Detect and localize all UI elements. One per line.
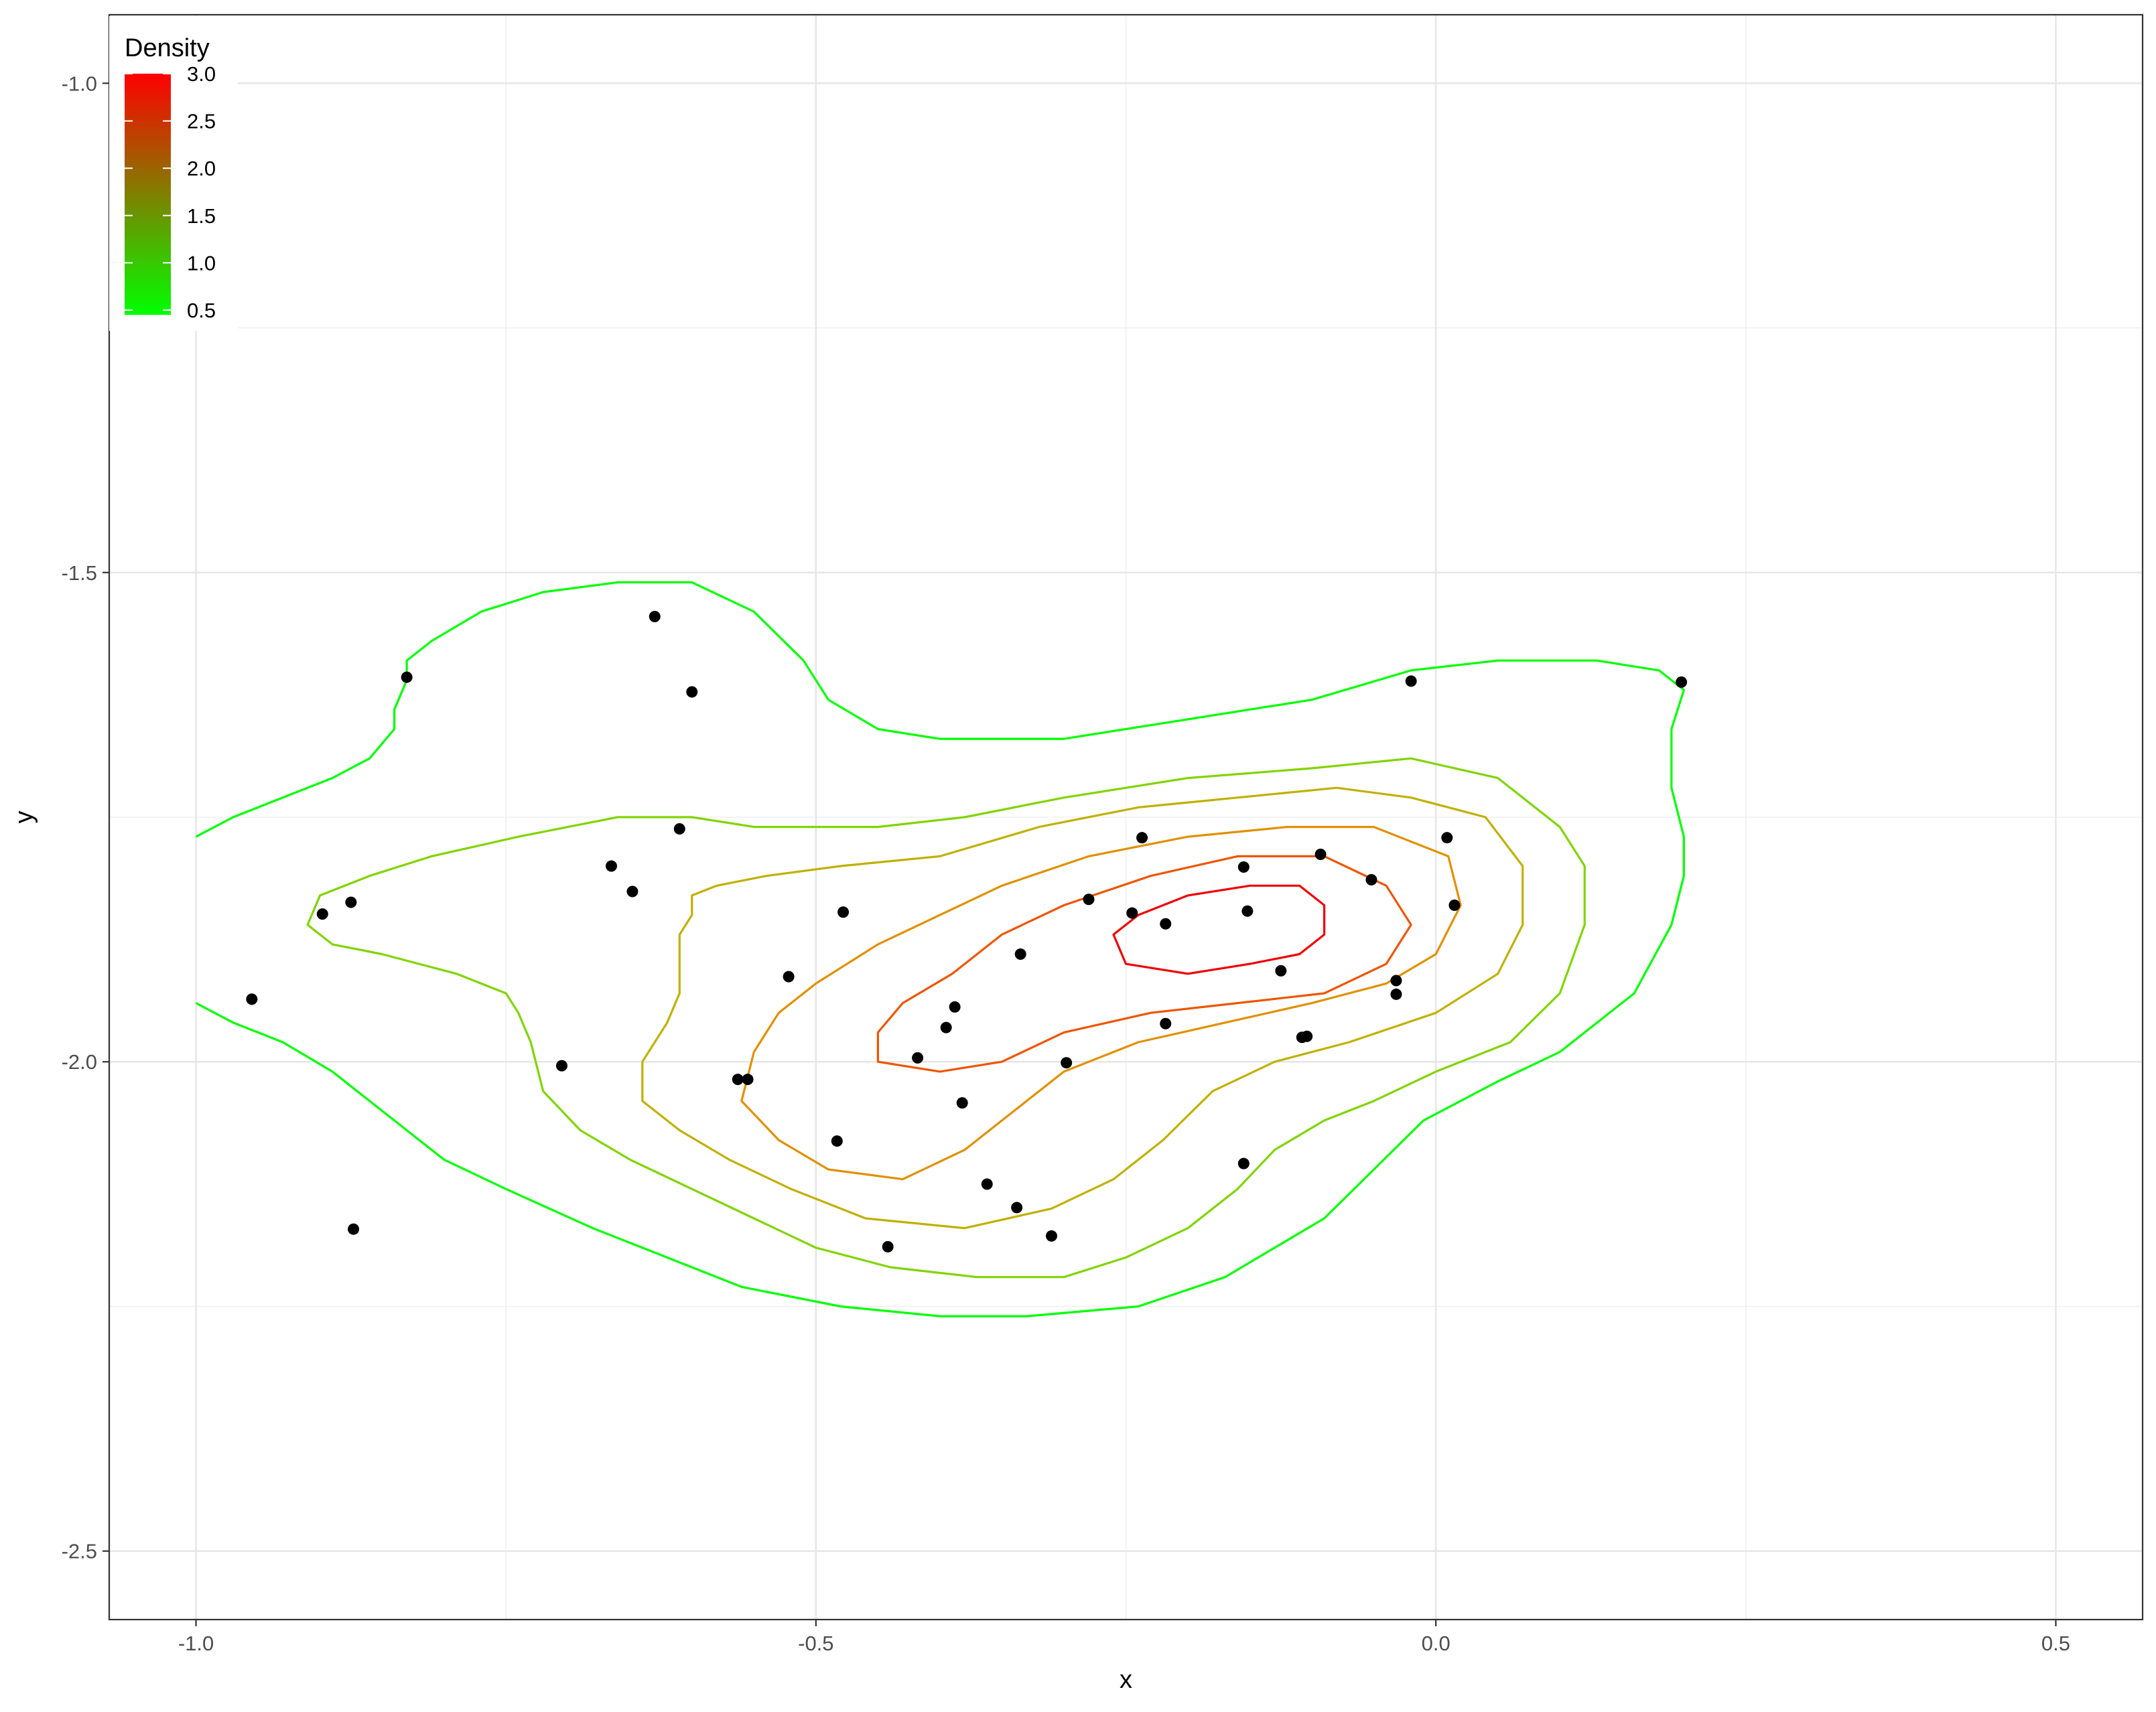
legend-label: 1.0 (187, 251, 216, 275)
data-point (1160, 1017, 1172, 1029)
panel-border (108, 13, 2144, 1621)
data-point (1315, 849, 1327, 861)
y-tick-label: -1.5 (62, 561, 97, 585)
legend-label: 1.5 (187, 204, 216, 228)
contour-line (641, 786, 1524, 1230)
data-point (742, 1074, 754, 1086)
legend-label: 0.5 (187, 299, 216, 322)
data-point (605, 860, 617, 872)
contour-line (1112, 884, 1326, 975)
data-point (1390, 988, 1402, 1000)
contour-line (306, 757, 1586, 1279)
legend-label: 3.0 (187, 62, 216, 86)
density-contours (195, 581, 1685, 1317)
contour-line (740, 826, 1462, 1181)
data-point (981, 1178, 993, 1190)
data-point (837, 906, 850, 918)
data-point (1441, 832, 1453, 844)
data-point (1676, 676, 1688, 688)
data-point (1011, 1202, 1023, 1214)
data-point (246, 993, 258, 1005)
data-point (555, 1060, 567, 1072)
data-point (1448, 899, 1461, 911)
data-point (1061, 1057, 1073, 1069)
data-point (626, 885, 638, 898)
y-tick-label: -2.0 (62, 1050, 97, 1074)
y-axis-title: y (10, 811, 38, 824)
density-legend: Density 0.5 1.0 1.5 2.0 2.5 3.0 (109, 16, 238, 331)
contour-line (195, 581, 1685, 1317)
x-tick-label: -0.5 (798, 1632, 833, 1655)
data-point (1237, 1157, 1250, 1169)
data-point (732, 1074, 744, 1086)
y-tick-label: -2.5 (62, 1540, 97, 1563)
minor-grid (109, 15, 2143, 1620)
data-point (949, 1001, 961, 1013)
data-point (1275, 965, 1287, 977)
legend-colorbar (125, 74, 171, 315)
data-point (1136, 832, 1148, 844)
y-tick-label: -1.0 (62, 72, 97, 95)
data-point (956, 1097, 968, 1109)
data-point (1014, 948, 1026, 960)
data-point (940, 1021, 952, 1033)
data-point (673, 823, 685, 835)
data-point (831, 1135, 843, 1147)
y-axis: -1.0 -1.5 -2.0 -2.5 (62, 72, 109, 1563)
x-axis-title: x (1120, 1666, 1132, 1694)
data-point (1241, 905, 1254, 917)
legend-label: 2.5 (187, 110, 216, 133)
data-point (401, 671, 413, 683)
legend-label: 2.0 (187, 157, 216, 180)
data-point (1083, 894, 1095, 906)
x-tick-label: -1.0 (178, 1632, 214, 1655)
data-point (1126, 907, 1138, 919)
data-point (1160, 918, 1172, 930)
x-axis: -1.0 -0.5 0.0 0.5 (178, 1620, 2070, 1655)
data-point (316, 908, 328, 920)
data-point (1390, 975, 1402, 987)
data-point (1237, 861, 1250, 873)
legend-title: Density (125, 34, 210, 62)
data-point (783, 971, 795, 983)
contour-line (876, 855, 1412, 1073)
x-tick-label: 0.5 (2041, 1632, 2070, 1655)
data-point (882, 1240, 894, 1253)
legend-ticks: 0.5 1.0 1.5 2.0 2.5 3.0 (125, 62, 216, 322)
data-point (348, 1223, 360, 1235)
data-point (686, 686, 698, 698)
data-point (1365, 874, 1377, 886)
data-point (1301, 1030, 1313, 1042)
x-tick-label: 0.0 (1422, 1632, 1451, 1655)
data-points (246, 611, 1688, 1253)
data-point (912, 1052, 924, 1064)
data-point (1405, 675, 1417, 687)
data-point (1045, 1230, 1057, 1242)
data-point (345, 896, 357, 908)
data-point (649, 611, 661, 622)
major-grid (109, 15, 2143, 1620)
